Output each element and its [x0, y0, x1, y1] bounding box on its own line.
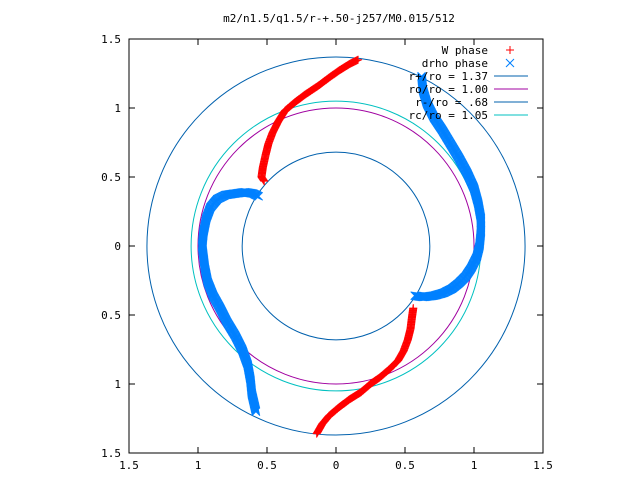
- radius-circle: [241, 151, 431, 341]
- axis-ticks: 1.5 1 0.5 0 0.5 1 1.51.510.500.511.5: [101, 33, 553, 472]
- y-tick-label: 1: [114, 102, 121, 115]
- y-tick-label: 1.5: [101, 447, 121, 460]
- y-tick-label: 0.5: [101, 309, 121, 322]
- x-tick-label: 0.5: [395, 459, 415, 472]
- x-tick-label: 0.5: [257, 459, 277, 472]
- y-tick-label: 0: [114, 240, 121, 253]
- legend-label: rc/ro = 1.05: [409, 109, 488, 122]
- legend-label: r-/ro = .68: [415, 96, 488, 109]
- radius-circle: [190, 100, 482, 392]
- legend-marker: [505, 58, 515, 68]
- radius-circle: [146, 56, 526, 436]
- drho-phase-point: [410, 291, 420, 301]
- legend-label: W phase: [442, 44, 488, 57]
- legend-label: drho phase: [422, 57, 488, 70]
- y-tick-label: 1: [114, 378, 121, 391]
- w-phase-point: [312, 429, 321, 438]
- x-tick-label: 1: [195, 459, 202, 472]
- y-tick-label: 0.5: [101, 171, 121, 184]
- chart-title: m2/n1.5/q1.5/r-+.50-j257/M0.015/512: [223, 12, 455, 25]
- x-tick-label: 1: [471, 459, 478, 472]
- w-phase-point: [260, 177, 269, 186]
- y-tick-label: 1.5: [101, 33, 121, 46]
- legend-label: r+/ro = 1.37: [409, 70, 488, 83]
- x-tick-label: 1.5: [533, 459, 553, 472]
- x-tick-label: 0: [333, 459, 340, 472]
- legend-label: ro/ro = 1.00: [409, 83, 488, 96]
- legend-marker: [506, 46, 514, 54]
- radius-circle: [197, 107, 475, 385]
- drho-phase-point: [251, 407, 261, 416]
- phase-points: [197, 55, 486, 438]
- x-tick-label: 1.5: [119, 459, 139, 472]
